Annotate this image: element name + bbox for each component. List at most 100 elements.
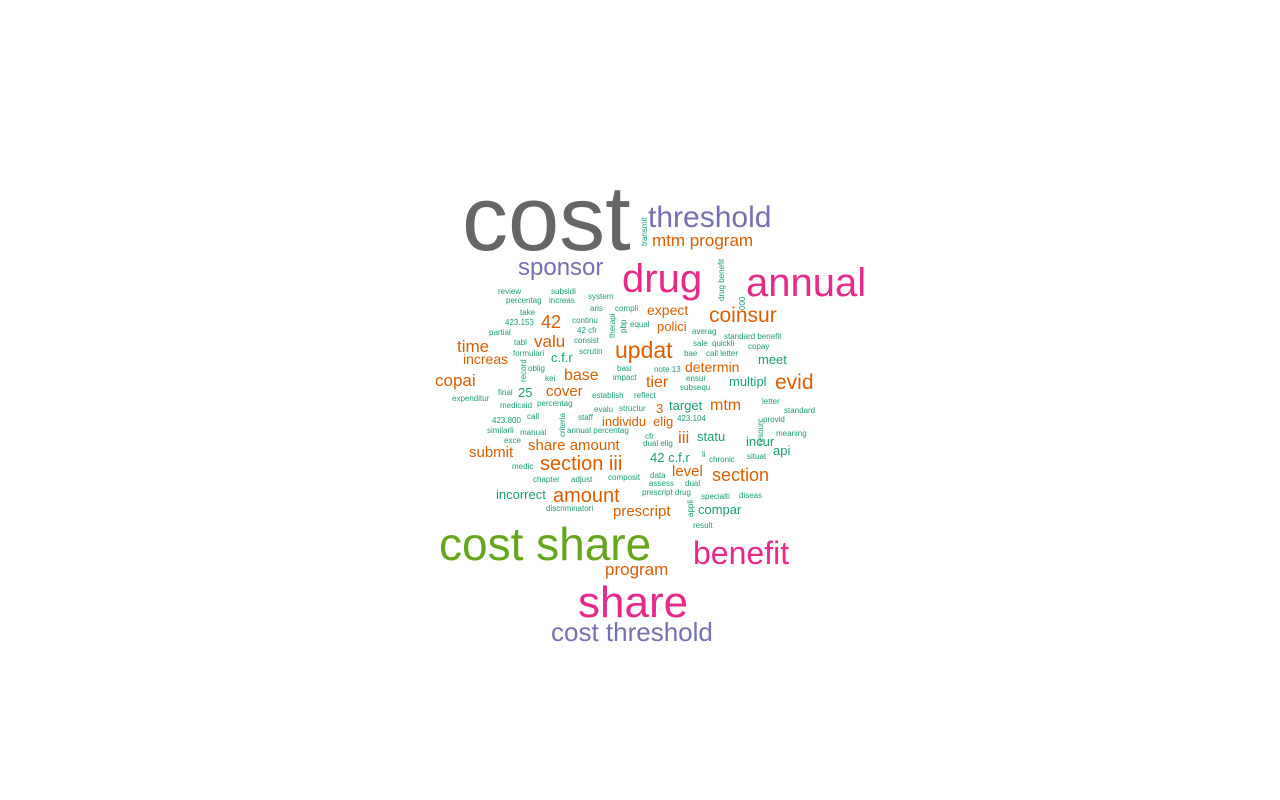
word-take: take xyxy=(520,308,536,317)
word-medicaid: medicaid xyxy=(500,401,532,410)
word-medic: medic xyxy=(512,462,533,471)
word-incur: incur xyxy=(746,434,775,449)
word-threshold: threshold xyxy=(648,201,771,234)
word-dual: dual xyxy=(685,479,700,488)
word-cost-share: cost share xyxy=(439,518,651,570)
word-42-cfr: 42 cfr xyxy=(577,326,597,335)
word-ensur: ensur xyxy=(686,374,706,383)
word-result: result xyxy=(693,521,713,530)
word-appli: appli xyxy=(686,500,695,517)
word-structur: structur xyxy=(619,404,646,413)
word-standard: standard xyxy=(784,406,815,415)
word-exce: exce xyxy=(504,436,521,445)
word-tabl: tabl xyxy=(514,338,527,347)
word-cover: cover xyxy=(546,383,583,400)
word-423-800: 423.800 xyxy=(492,416,521,425)
word-mtm: mtm xyxy=(710,397,741,414)
word-oblig: oblig xyxy=(528,364,545,373)
word-record: record xyxy=(519,359,528,382)
word-submit: submit xyxy=(469,444,514,461)
word-elig: elig xyxy=(653,414,673,429)
word-individu: individu xyxy=(602,414,646,429)
word-time: time xyxy=(457,337,489,356)
word-copai: copai xyxy=(435,371,476,390)
word-multipl: multipl xyxy=(729,374,767,389)
word-polici: polici xyxy=(657,319,687,334)
word-section-iii: section iii xyxy=(540,453,622,475)
word-coinsur: coinsur xyxy=(709,304,777,327)
word-averag: averag xyxy=(692,327,716,336)
word-benefit: benefit xyxy=(693,535,789,571)
word-share-amount: share amount xyxy=(528,437,621,454)
word-chapter: chapter xyxy=(533,475,560,484)
word-impact: impact xyxy=(613,373,637,382)
word-assess: assess xyxy=(649,479,674,488)
word-evid: evid xyxy=(775,371,814,394)
word-cost: cost xyxy=(462,168,631,270)
word-chronic: chronic xyxy=(709,455,735,464)
word-section: section xyxy=(712,465,769,485)
word-meet: meet xyxy=(758,352,787,367)
word-42: 42 xyxy=(541,312,561,332)
word-compar: compar xyxy=(698,502,742,517)
word-partial: partial xyxy=(489,328,511,337)
word-annual: annual xyxy=(746,261,866,305)
word-composit: composit xyxy=(608,473,641,482)
word-aris: aris xyxy=(590,304,603,313)
word-mtm-program: mtm program xyxy=(652,231,753,250)
word-staff: staff xyxy=(578,413,594,422)
word-copay: copay xyxy=(748,342,769,351)
word-program: program xyxy=(605,560,668,579)
word-meaning: meaning xyxy=(776,429,807,438)
word-review: review xyxy=(498,287,521,296)
word-note-13: note 13 xyxy=(654,365,681,374)
word-c-f-r: c.f.r xyxy=(551,350,573,365)
word-call-letter: call letter xyxy=(706,349,738,358)
word-subsequ: subsequ xyxy=(680,383,710,392)
word-criteria: criteria xyxy=(558,412,567,437)
word-adjust: adjust xyxy=(571,475,593,484)
word-quickli: quickli xyxy=(712,339,734,348)
word-dual-elig: dual elig xyxy=(643,439,673,448)
word-bae: bae xyxy=(684,349,698,358)
word-standard-benefit: standard benefit xyxy=(724,332,782,341)
word-consist: consist xyxy=(574,336,600,345)
word-kei: kei xyxy=(545,374,555,383)
word-3: 3 xyxy=(656,401,663,416)
word-level: level xyxy=(672,463,703,480)
word-42-c-f-r: 42 c.f.r xyxy=(650,450,690,465)
word-423-104: 423.104 xyxy=(677,414,706,423)
word-subsidi: subsidi xyxy=(551,287,576,296)
word-discriminatori: discriminatori xyxy=(546,504,593,513)
word-li: li xyxy=(702,450,706,459)
word-updat: updat xyxy=(615,337,673,363)
word-amount: amount xyxy=(553,485,620,507)
word-expect: expect xyxy=(647,302,688,318)
word-call: call xyxy=(527,412,539,421)
word-reflect: reflect xyxy=(634,391,657,400)
word-valu: valu xyxy=(534,332,565,351)
word-statu: statu xyxy=(697,429,725,444)
word-system: system xyxy=(588,292,614,301)
word-423-153: 423.153 xyxy=(505,318,534,327)
word-000: 000 xyxy=(738,296,747,310)
word-25: 25 xyxy=(518,385,532,400)
word-tier: tier xyxy=(646,374,669,391)
word-compli: compli xyxy=(615,304,638,313)
word-basi: basi xyxy=(617,364,632,373)
word-equal: equal xyxy=(630,320,650,329)
word-percentag: percentag xyxy=(537,399,573,408)
word-cost-threshold: cost threshold xyxy=(551,617,713,647)
word-cfr: cfr xyxy=(645,432,654,441)
word-similarli: similarli xyxy=(487,426,514,435)
word-share: share xyxy=(578,578,688,627)
word-prescript-drug: prescript drug xyxy=(642,488,691,497)
word-annual-percentag: annual percentag xyxy=(567,426,629,435)
word-specialti: specialti xyxy=(701,492,730,501)
word-resourc: resourc xyxy=(756,418,765,445)
word-iii: iii xyxy=(678,428,689,447)
word-percentag: percentag xyxy=(506,296,542,305)
word-final: final xyxy=(498,388,513,397)
word-diseas: diseas xyxy=(739,491,762,500)
